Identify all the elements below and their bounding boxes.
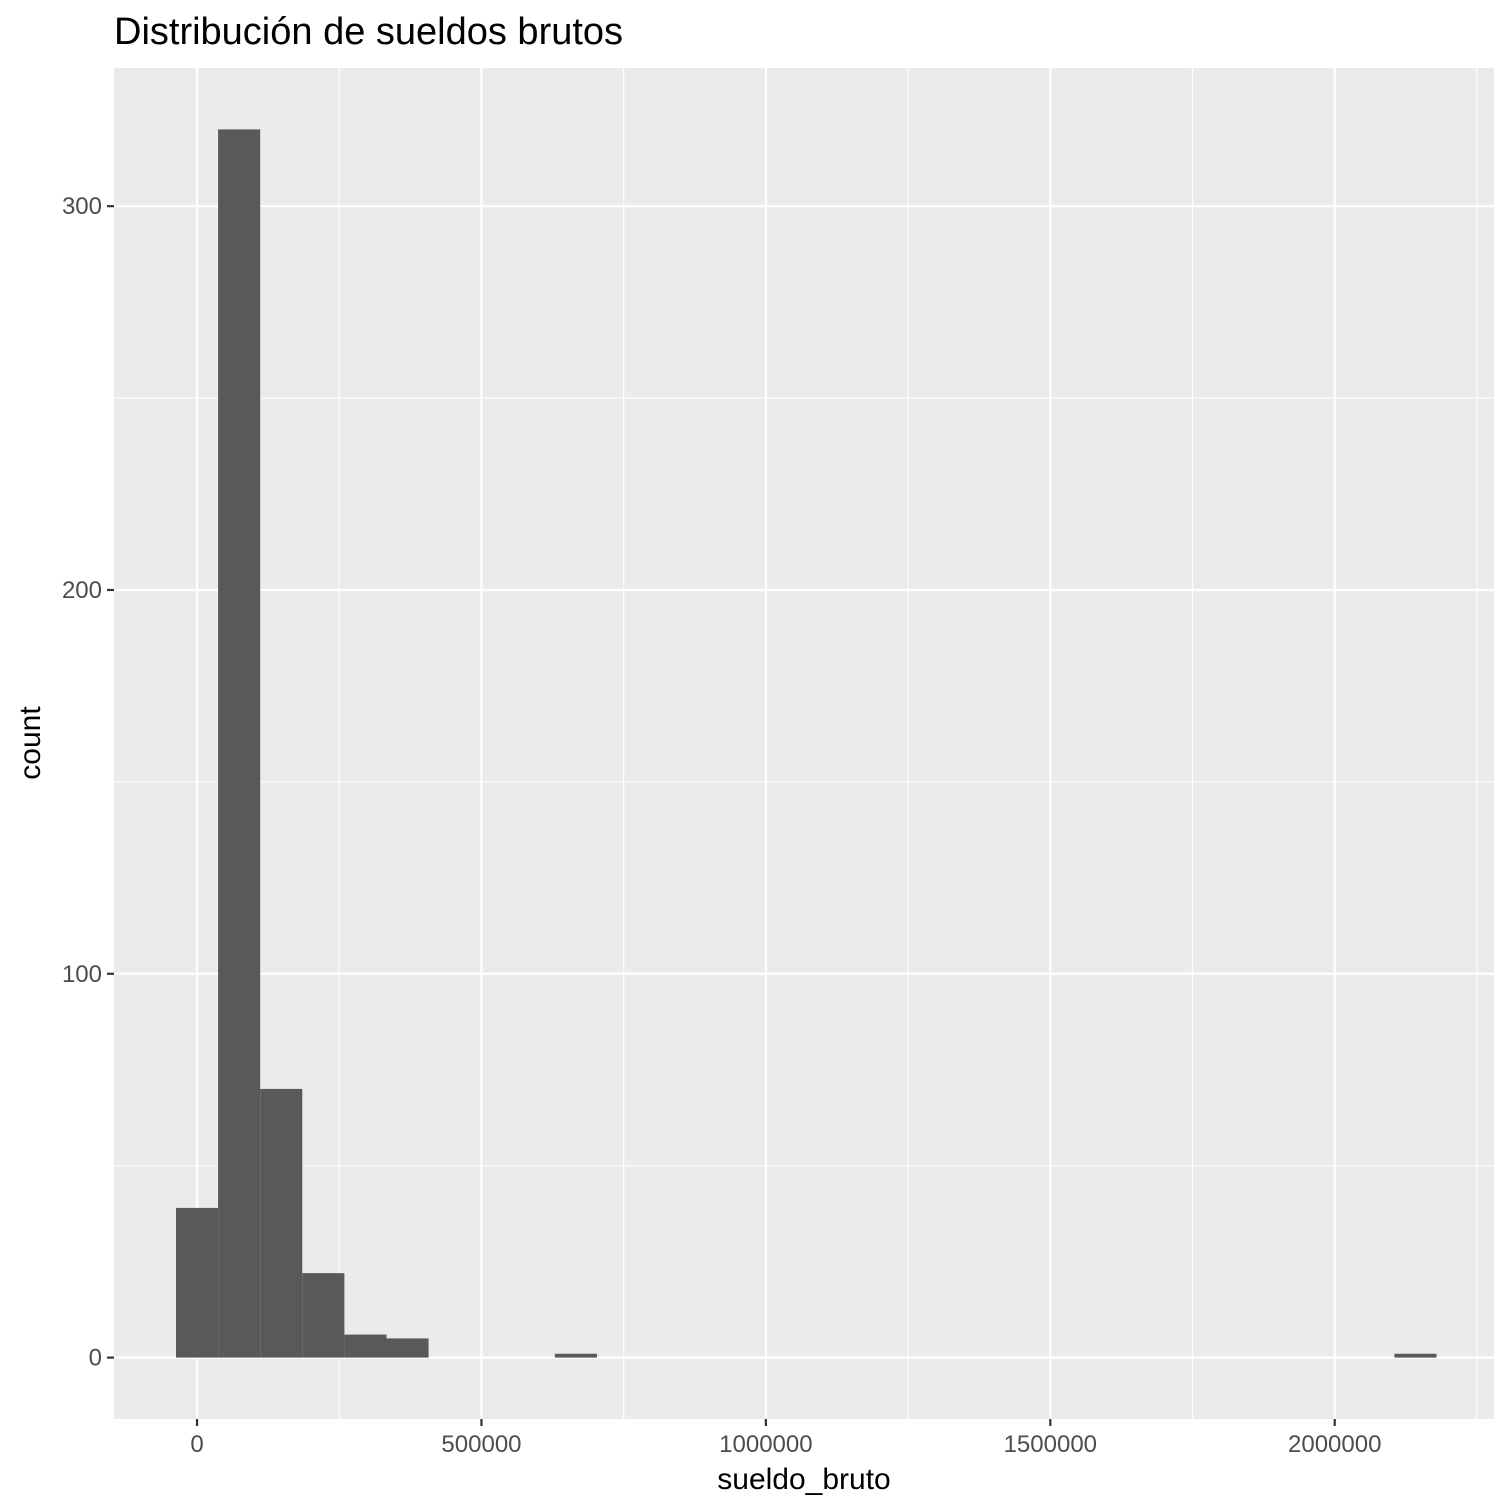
histogram-bar: [344, 1334, 387, 1358]
y-axis: 0 100 200 300: [62, 193, 114, 1372]
histogram-bar: [218, 129, 261, 1358]
minor-gridlines: [114, 68, 1494, 1419]
x-tick-label: 500000: [441, 1431, 521, 1458]
histogram-bar: [302, 1273, 345, 1358]
y-tick-label: 0: [89, 1345, 102, 1372]
x-tick-label: 2000000: [1288, 1431, 1381, 1458]
plot-panel: [114, 68, 1494, 1419]
x-tick-label: 0: [190, 1431, 203, 1458]
x-tick-label: 1500000: [1004, 1431, 1097, 1458]
x-axis: 0 500000 1000000 1500000 2000000: [190, 1419, 1381, 1458]
y-axis-title: count: [14, 706, 47, 780]
histogram-bar: [554, 1353, 597, 1358]
x-axis-title: sueldo_bruto: [717, 1463, 890, 1496]
y-tick-label: 300: [62, 193, 102, 220]
histogram-bar: [1394, 1353, 1437, 1358]
histogram-bar: [260, 1088, 303, 1358]
histogram-bar: [176, 1207, 219, 1358]
x-tick-label: 1000000: [719, 1431, 812, 1458]
histogram-bar: [386, 1338, 429, 1358]
histogram-bars: [176, 129, 1437, 1358]
y-tick-label: 100: [62, 961, 102, 988]
chart-title: Distribución de sueldos brutos: [114, 11, 623, 53]
y-tick-label: 200: [62, 577, 102, 604]
